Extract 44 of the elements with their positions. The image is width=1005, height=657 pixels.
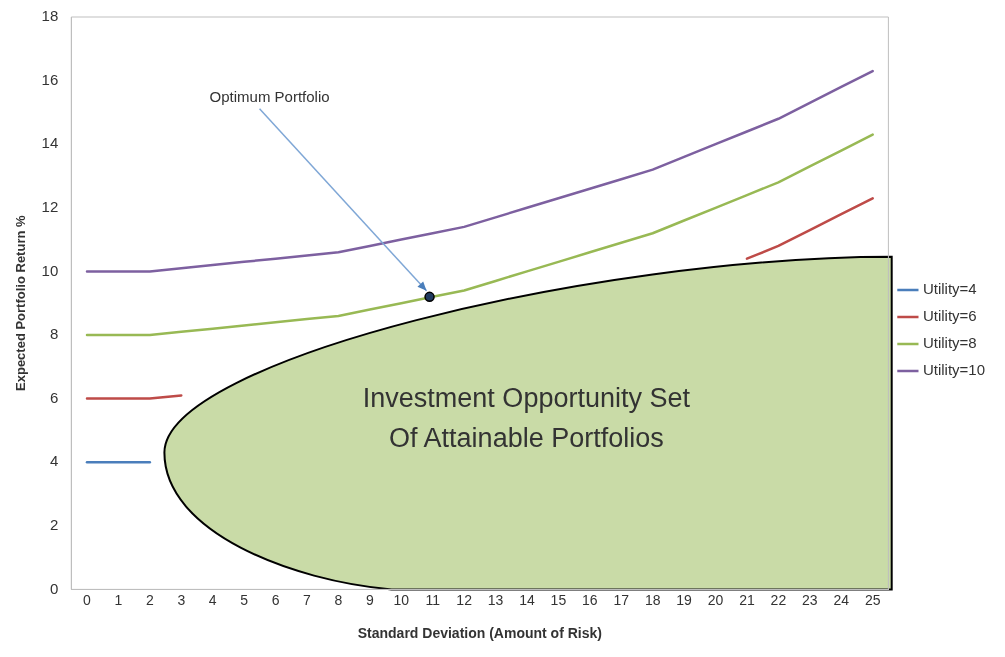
y-tick-label: 2 — [49, 515, 59, 533]
x-tick-label: 21 — [739, 591, 755, 608]
y-tick-label: 16 — [41, 70, 59, 88]
y-tick-label: 12 — [41, 197, 59, 215]
annotation: Optimum Portfolio — [209, 88, 330, 106]
y-tick-label: 6 — [49, 388, 59, 406]
y-tick-label: 18 — [41, 7, 59, 25]
x-tick-label: 7 — [303, 591, 312, 608]
x-tick-label: 19 — [676, 591, 693, 608]
x-axis-title: Standard Deviation (Amount of Risk) — [357, 625, 602, 642]
legend-label: Utility=8 — [922, 334, 977, 352]
x-tick-label: 12 — [456, 591, 473, 608]
x-tick-label: 22 — [770, 591, 787, 608]
y-tick-label: 10 — [41, 261, 59, 279]
x-tick-label: 13 — [487, 591, 504, 608]
x-tick-label: 10 — [393, 591, 410, 608]
x-tick-label: 17 — [613, 591, 630, 608]
x-tick-label: 16 — [582, 591, 598, 608]
y-tick-label: 8 — [49, 325, 59, 343]
y-axis-title: Expected Portfolio Return % — [13, 215, 29, 391]
x-tick-label: 18 — [644, 591, 661, 608]
x-tick-label: 9 — [365, 591, 374, 608]
x-tick-label: 24 — [833, 591, 850, 608]
x-tick-label: 8 — [334, 591, 343, 608]
y-tick-label: 14 — [41, 134, 59, 152]
x-tick-label: 20 — [707, 591, 724, 608]
x-tick-label: 4 — [208, 591, 217, 608]
x-tick-label: 23 — [802, 591, 818, 608]
x-tick-label: 2 — [145, 591, 154, 608]
y-tick-label: 0 — [49, 579, 59, 597]
x-tick-label: 5 — [240, 591, 249, 608]
legend-label: Utility=6 — [922, 307, 977, 325]
x-tick-label: 25 — [864, 591, 881, 608]
x-tick-label: 0 — [83, 591, 92, 608]
x-tick-label: 1 — [114, 591, 123, 608]
x-tick-label: 15 — [550, 591, 567, 608]
x-tick-label: 3 — [177, 591, 186, 608]
x-tick-label: 11 — [425, 591, 441, 608]
legend-label: Utility=10 — [922, 361, 985, 379]
x-tick-label: 6 — [271, 591, 280, 608]
y-tick-label: 4 — [49, 452, 59, 470]
x-tick-label: 14 — [519, 591, 535, 608]
legend-label: Utility=4 — [922, 280, 977, 298]
annotation: Investment Opportunity Set Of Attainable Portfolios — [361, 381, 691, 455]
